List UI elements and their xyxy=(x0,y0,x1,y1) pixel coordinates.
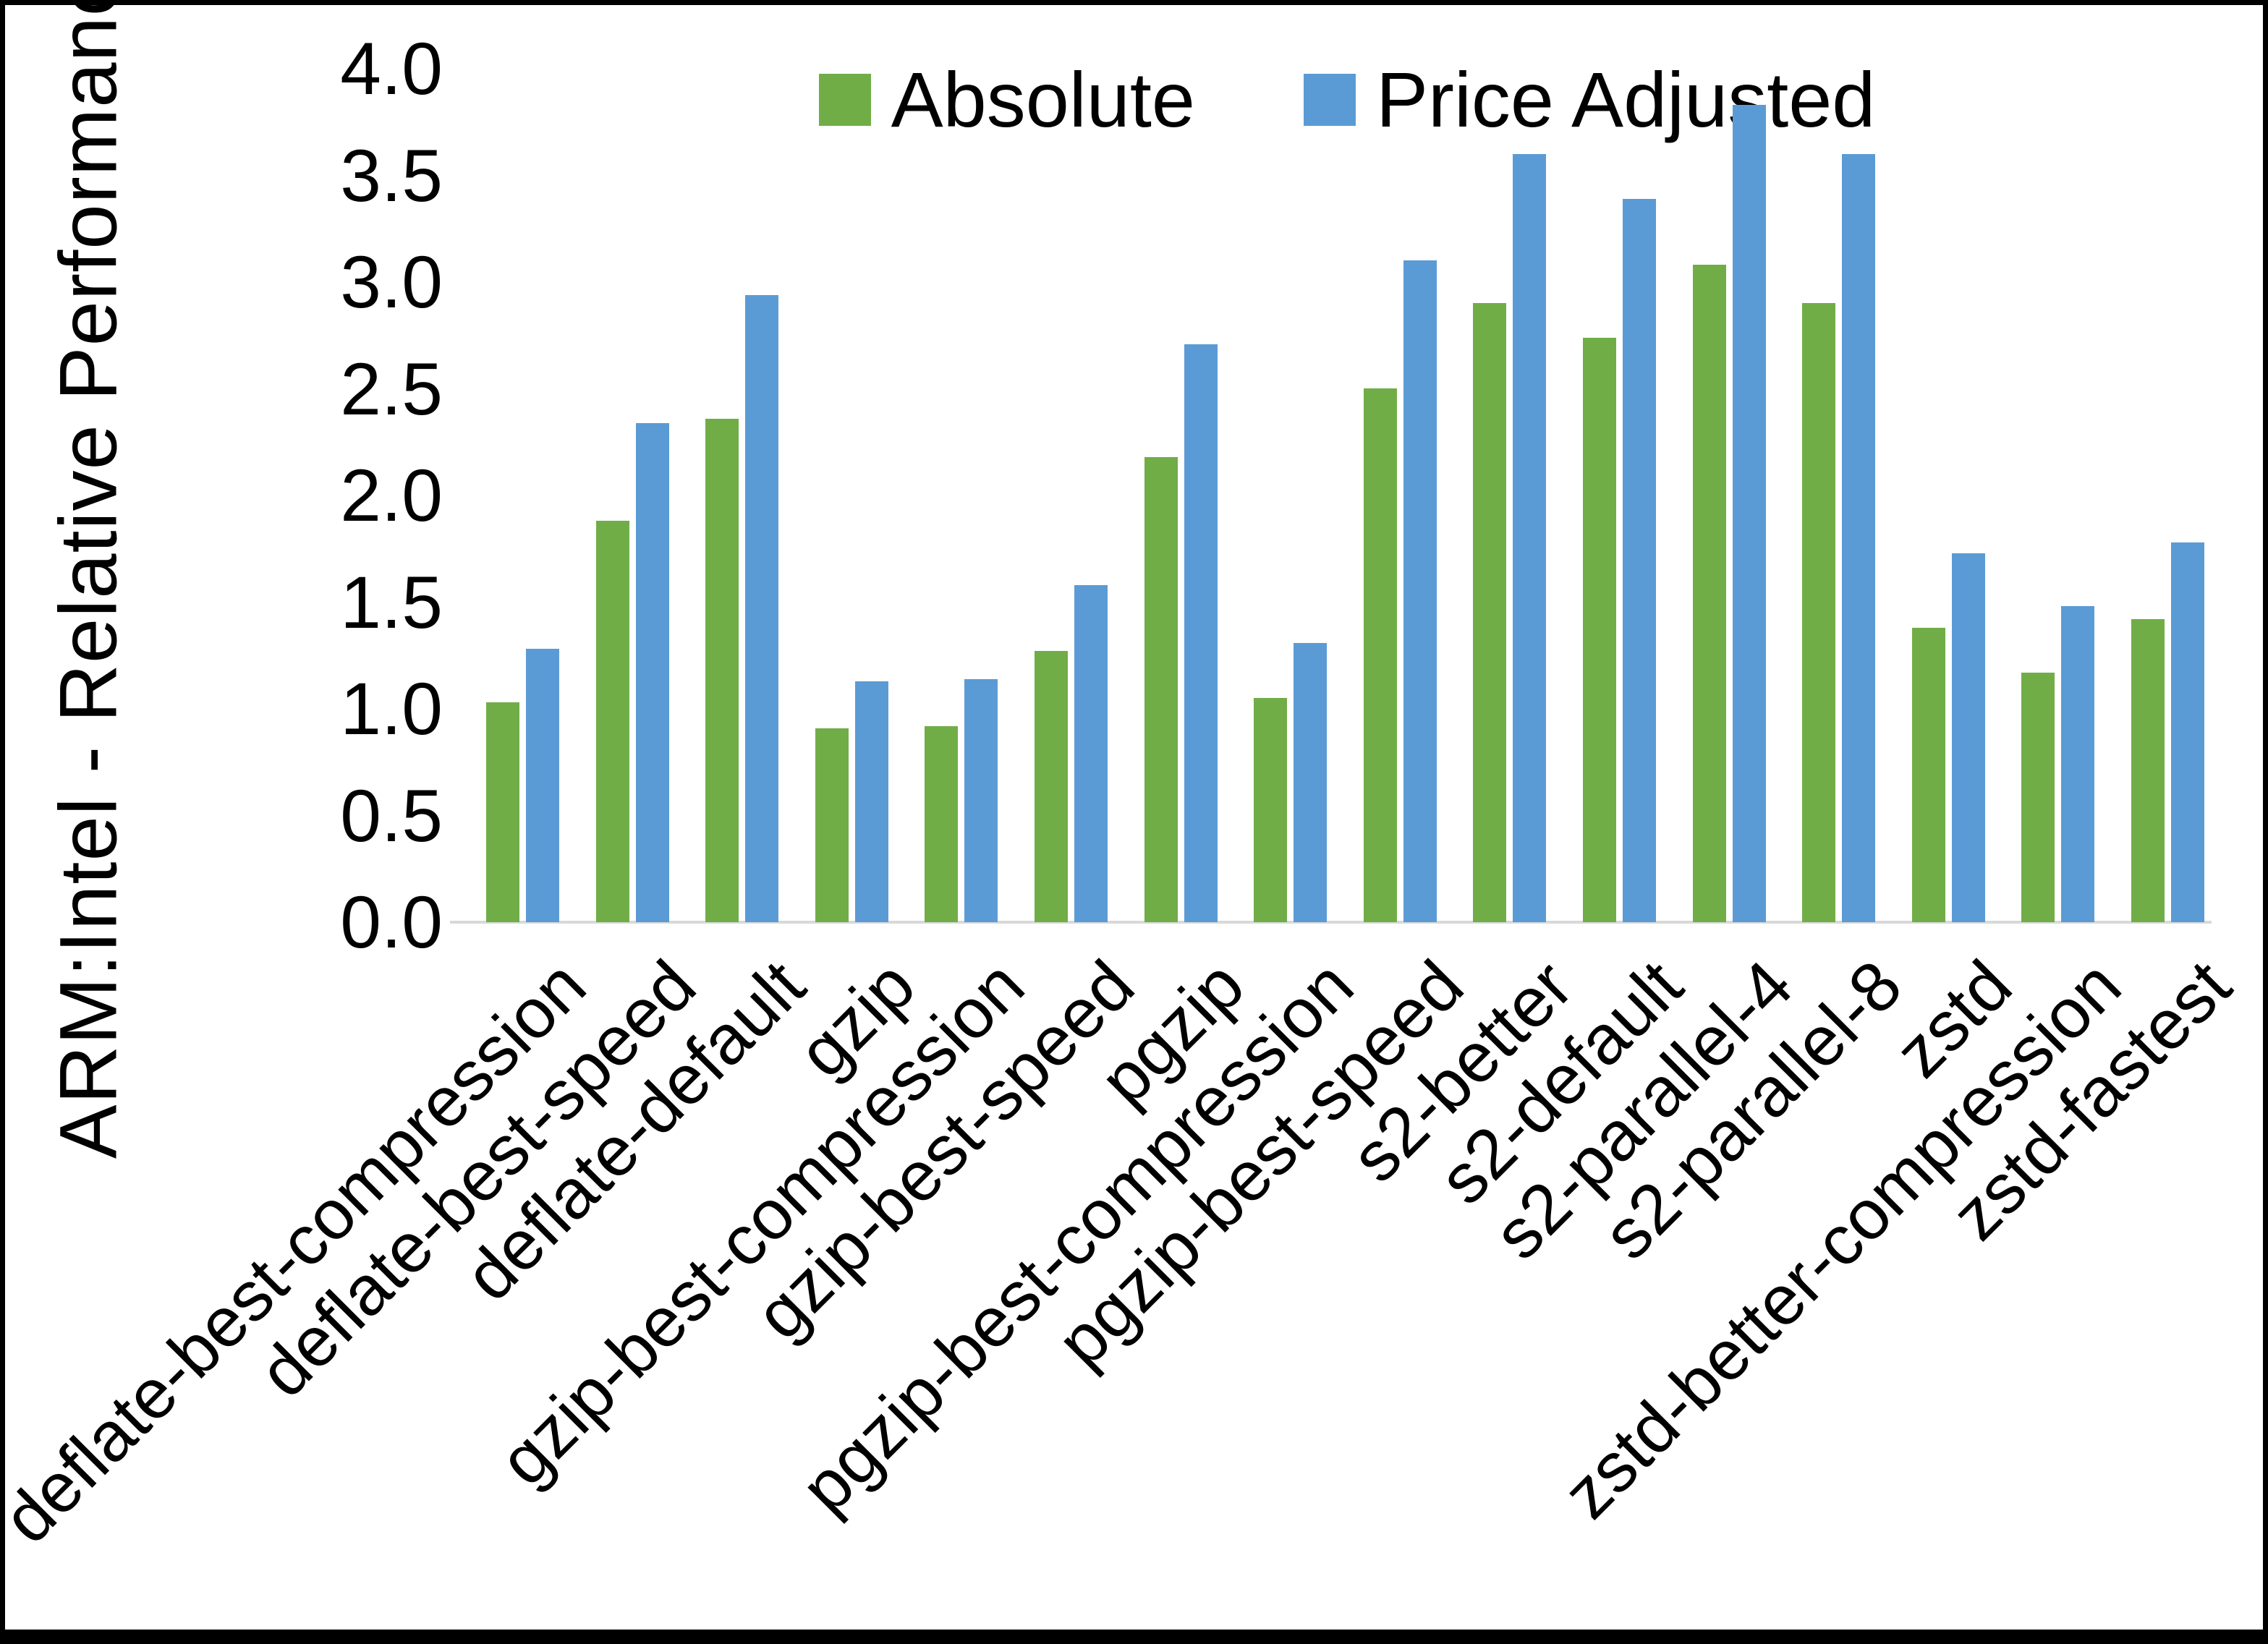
legend: Absolute Price Adjusted xyxy=(461,47,2233,152)
bar-price-adjusted xyxy=(854,681,888,922)
y-axis-tick-label: 0.5 xyxy=(340,774,443,857)
bar-absolute xyxy=(1254,698,1288,922)
y-axis-tick-label: 2.0 xyxy=(340,454,443,537)
y-axis-tick-label: 4.0 xyxy=(340,27,443,110)
y-axis-tick-label: 0.0 xyxy=(340,881,443,963)
bar-absolute xyxy=(925,726,959,922)
bar-price-adjusted xyxy=(1951,553,1985,922)
y-axis-tick-label: 3.0 xyxy=(340,241,443,323)
legend-swatch-absolute xyxy=(818,73,871,126)
legend-item-absolute: Absolute xyxy=(818,55,1195,143)
bar-price-adjusted xyxy=(1513,154,1547,922)
bar-price-adjusted xyxy=(745,295,779,922)
bar-absolute xyxy=(1473,303,1507,922)
bar-absolute xyxy=(815,728,849,922)
bar-price-adjusted xyxy=(1074,585,1108,922)
bar-price-adjusted xyxy=(1403,260,1437,922)
legend-item-price-adjusted: Price Adjusted xyxy=(1303,55,1876,143)
bar-absolute xyxy=(1583,338,1616,922)
bar-price-adjusted xyxy=(964,679,998,922)
y-axis-title: ARM:Intel - Relative Performance xyxy=(43,0,134,1159)
bar-absolute xyxy=(1802,303,1836,922)
bar-price-adjusted xyxy=(2171,542,2204,922)
bar-absolute xyxy=(1363,388,1397,922)
bar-absolute xyxy=(486,702,519,922)
bar-absolute xyxy=(705,419,739,922)
y-axis-tick-label: 3.5 xyxy=(340,134,443,217)
bar-absolute xyxy=(2131,619,2165,922)
bar-absolute xyxy=(1035,651,1068,922)
bar-price-adjusted xyxy=(1623,199,1656,922)
bar-price-adjusted xyxy=(1184,344,1218,922)
x-axis-line xyxy=(450,921,2212,924)
bar-absolute xyxy=(595,521,629,922)
bar-price-adjusted xyxy=(1842,154,1876,922)
bar-absolute xyxy=(1911,628,1945,922)
bar-absolute xyxy=(1692,265,1726,922)
y-axis-tick-label: 1.0 xyxy=(340,668,443,750)
bar-price-adjusted xyxy=(1294,643,1328,922)
y-axis-tick-label: 2.5 xyxy=(340,347,443,430)
legend-label-price-adjusted: Price Adjusted xyxy=(1375,55,1876,143)
bar-price-adjusted xyxy=(526,649,559,922)
bar-absolute xyxy=(1144,457,1178,922)
y-axis-tick-label: 1.5 xyxy=(340,561,443,644)
bar-absolute xyxy=(2021,673,2055,922)
legend-swatch-price-adjusted xyxy=(1303,73,1356,126)
plot-area xyxy=(450,63,2241,924)
bar-price-adjusted xyxy=(1732,105,1766,922)
bar-price-adjusted xyxy=(635,423,669,922)
bar-price-adjusted xyxy=(2061,606,2095,922)
legend-label-absolute: Absolute xyxy=(891,55,1195,143)
